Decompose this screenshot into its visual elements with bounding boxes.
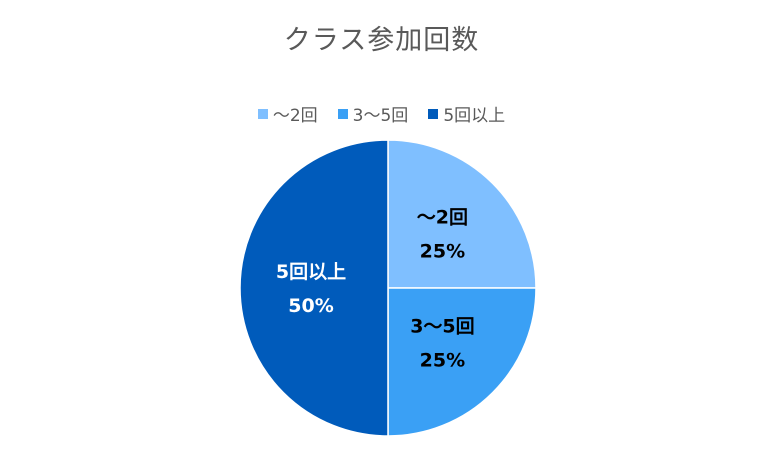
legend-label-2: 5回以上 — [443, 106, 506, 126]
legend-item-0: ～2回 — [257, 101, 318, 126]
legend-swatch-2 — [428, 108, 439, 119]
chart-title: クラス参加回数 — [283, 25, 480, 56]
pie-slice-1 — [387, 287, 537, 437]
pie-slice-0 — [387, 139, 537, 289]
slice-category-label-2: 5回以上 — [276, 261, 346, 283]
legend-item-2: 5回以上 — [428, 101, 505, 126]
slice-category-label-0: ～2回 — [417, 207, 468, 229]
slice-value-label-2: 50% — [288, 295, 333, 317]
legend: ～2回 3～5回 5回以上 — [0, 101, 763, 126]
slice-value-label-0: 25% — [420, 241, 465, 263]
legend-label-1: 3～5回 — [352, 106, 409, 126]
pie-slice-2 — [239, 139, 389, 437]
slice-category-label-1: 3～5回 — [410, 315, 474, 337]
legend-swatch-0 — [257, 108, 268, 119]
legend-swatch-1 — [337, 108, 348, 119]
legend-label-0: ～2回 — [272, 106, 318, 126]
slice-value-label-1: 25% — [420, 349, 465, 371]
legend-item-1: 3～5回 — [337, 101, 409, 126]
